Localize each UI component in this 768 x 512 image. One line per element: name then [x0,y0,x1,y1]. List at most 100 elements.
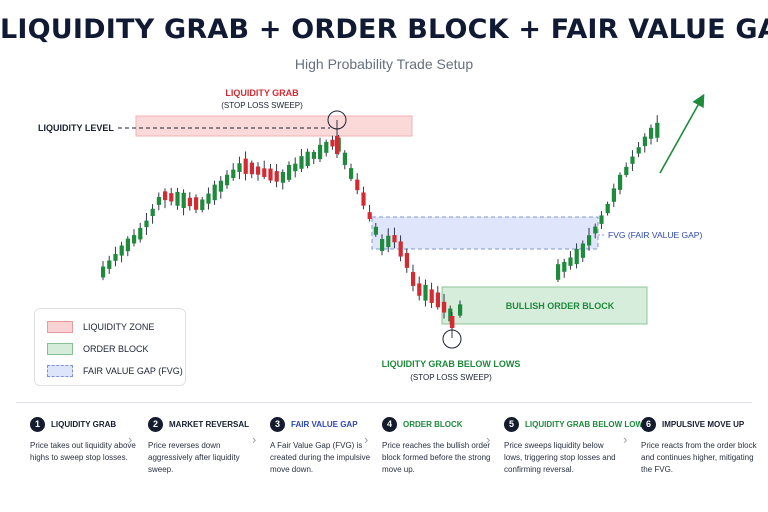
bullish-candle [587,235,592,246]
bullish-candle [237,163,242,172]
order-block-zone [441,286,648,325]
bearish-candle [442,301,447,313]
step-number: 3 [270,416,285,432]
legend: LIQUIDITY ZONE ORDER BLOCK FAIR VALUE GA… [34,308,186,386]
step-number: 5 [504,416,519,432]
bearish-candle [256,166,261,175]
step-description: Price reverses down aggressively after l… [148,441,240,474]
bullish-candle [373,226,378,235]
step-2: 2 MARKET REVERSAL Price reverses down agg… [148,415,260,476]
bullish-candle [156,196,161,205]
grab-below-sublabel: (STOP LOSS SWEEP) [410,373,492,382]
bullish-candle [318,144,323,160]
bullish-candle [231,169,236,178]
bullish-candle [125,238,130,252]
step-4: 4 ORDER BLOCK Price reaches the bullish o… [382,415,494,476]
step-5: 5 LIQUIDITY GRAB BELOW LOWS Price sweeps … [504,415,648,476]
liquidity-grab-sublabel: (STOP LOSS SWEEP) [221,101,303,110]
bullish-candle [119,245,124,256]
bullish-candle [287,164,292,180]
bearish-candle [169,193,174,202]
candles [101,115,660,338]
chevron-right-icon: › [364,432,369,447]
step-number: 2 [148,416,163,432]
step-3: 3 FAIR VALUE GAP A Fair Value Gap (FVG) i… [270,415,382,476]
legend-label: ORDER BLOCK [83,344,149,354]
step-description: Price reacts from the order block and co… [641,441,757,474]
bullish-candle [642,136,647,147]
bearish-candle [398,241,403,257]
liquidity-level-label: LIQUIDITY LEVEL [38,123,114,133]
bearish-candle [404,252,409,268]
order-block-label: BULLISH ORDER BLOCK [506,301,615,311]
chevron-right-icon: › [623,432,628,447]
bearish-candle [361,192,366,206]
step-1: 1 LIQUIDITY GRAB Price takes out liquidit… [30,415,142,464]
sweep-candle-bottom [450,316,455,328]
bullish-candle [611,188,616,202]
bullish-candle [448,308,453,322]
bullish-candle [299,156,304,169]
bearish-candle [429,289,434,303]
chevron-right-icon: › [128,432,133,447]
legend-item-liquidity-zone: LIQUIDITY ZONE [47,320,154,334]
step-title: LIQUIDITY GRAB [51,419,117,429]
bullish-candle [212,184,217,201]
bullish-candle [349,168,354,179]
bullish-candle [305,151,310,167]
bullish-candle [311,152,316,159]
step-description: Price reaches the bullish order block fo… [382,441,491,474]
bullish-candle [423,284,428,301]
bullish-candle [458,304,463,316]
bearish-candle [274,171,279,182]
step-title: IMPULSIVE MOVE UP [662,419,745,429]
fvg-zone [371,216,599,250]
bullish-candle [150,208,155,216]
legend-item-fvg: FAIR VALUE GAP (FVG) [47,364,183,378]
bullish-candle [605,203,610,214]
bullish-candle [293,163,298,172]
legend-label: FAIR VALUE GAP (FVG) [83,366,183,376]
bullish-candle [599,215,604,224]
bullish-candle [144,220,149,228]
liquidity-grab-label: LIQUIDITY GRAB [225,88,299,98]
step-description: Price takes out liquidity above highs to… [30,441,136,462]
bearish-candle [417,283,422,296]
bullish-candle [138,227,143,240]
bearish-candle [163,191,168,201]
fvg-swatch [47,365,73,377]
step-number: 6 [641,416,656,432]
bearish-candle [330,139,335,147]
bullish-candle [200,199,205,211]
bearish-candle [411,272,416,286]
order-block-swatch [47,343,73,355]
step-title: FAIR VALUE GAP [291,419,358,429]
bullish-candle [593,226,598,234]
legend-label: LIQUIDITY ZONE [83,322,155,332]
bullish-candle [580,243,585,258]
bullish-candle [218,180,223,192]
bullish-candle [324,141,329,153]
bullish-candle [132,235,137,244]
bullish-candle [386,235,391,248]
step-title: MARKET REVERSAL [169,419,250,429]
bullish-candle [624,166,629,176]
bullish-candle [630,156,635,164]
chevron-right-icon: › [252,432,257,447]
page-title: LIQUIDITY GRAB + ORDER BLOCK + FAIR VALU… [0,14,768,45]
bullish-candle [206,193,211,204]
step-description: A Fair Value Gap (FVG) is created during… [270,441,371,474]
page-subtitle: High Probability Trade Setup [294,56,474,72]
bullish-candle [562,261,567,272]
candlestick-diagram: LIQUIDITY LEVEL LIQUIDITY GRAB (STOP LOS… [38,88,705,382]
bullish-candle [556,264,561,280]
divider [16,402,752,403]
step-6: 6 IMPULSIVE MOVE UP Price reacts from the… [641,415,757,476]
bullish-candle [175,191,180,206]
bullish-candle [113,254,118,261]
bearish-candle [243,158,248,174]
bullish-candle [342,152,347,165]
bearish-candle [249,162,254,175]
step-title: LIQUIDITY GRAB BELOW LOWS [525,419,649,429]
chevron-right-icon: › [486,432,491,447]
